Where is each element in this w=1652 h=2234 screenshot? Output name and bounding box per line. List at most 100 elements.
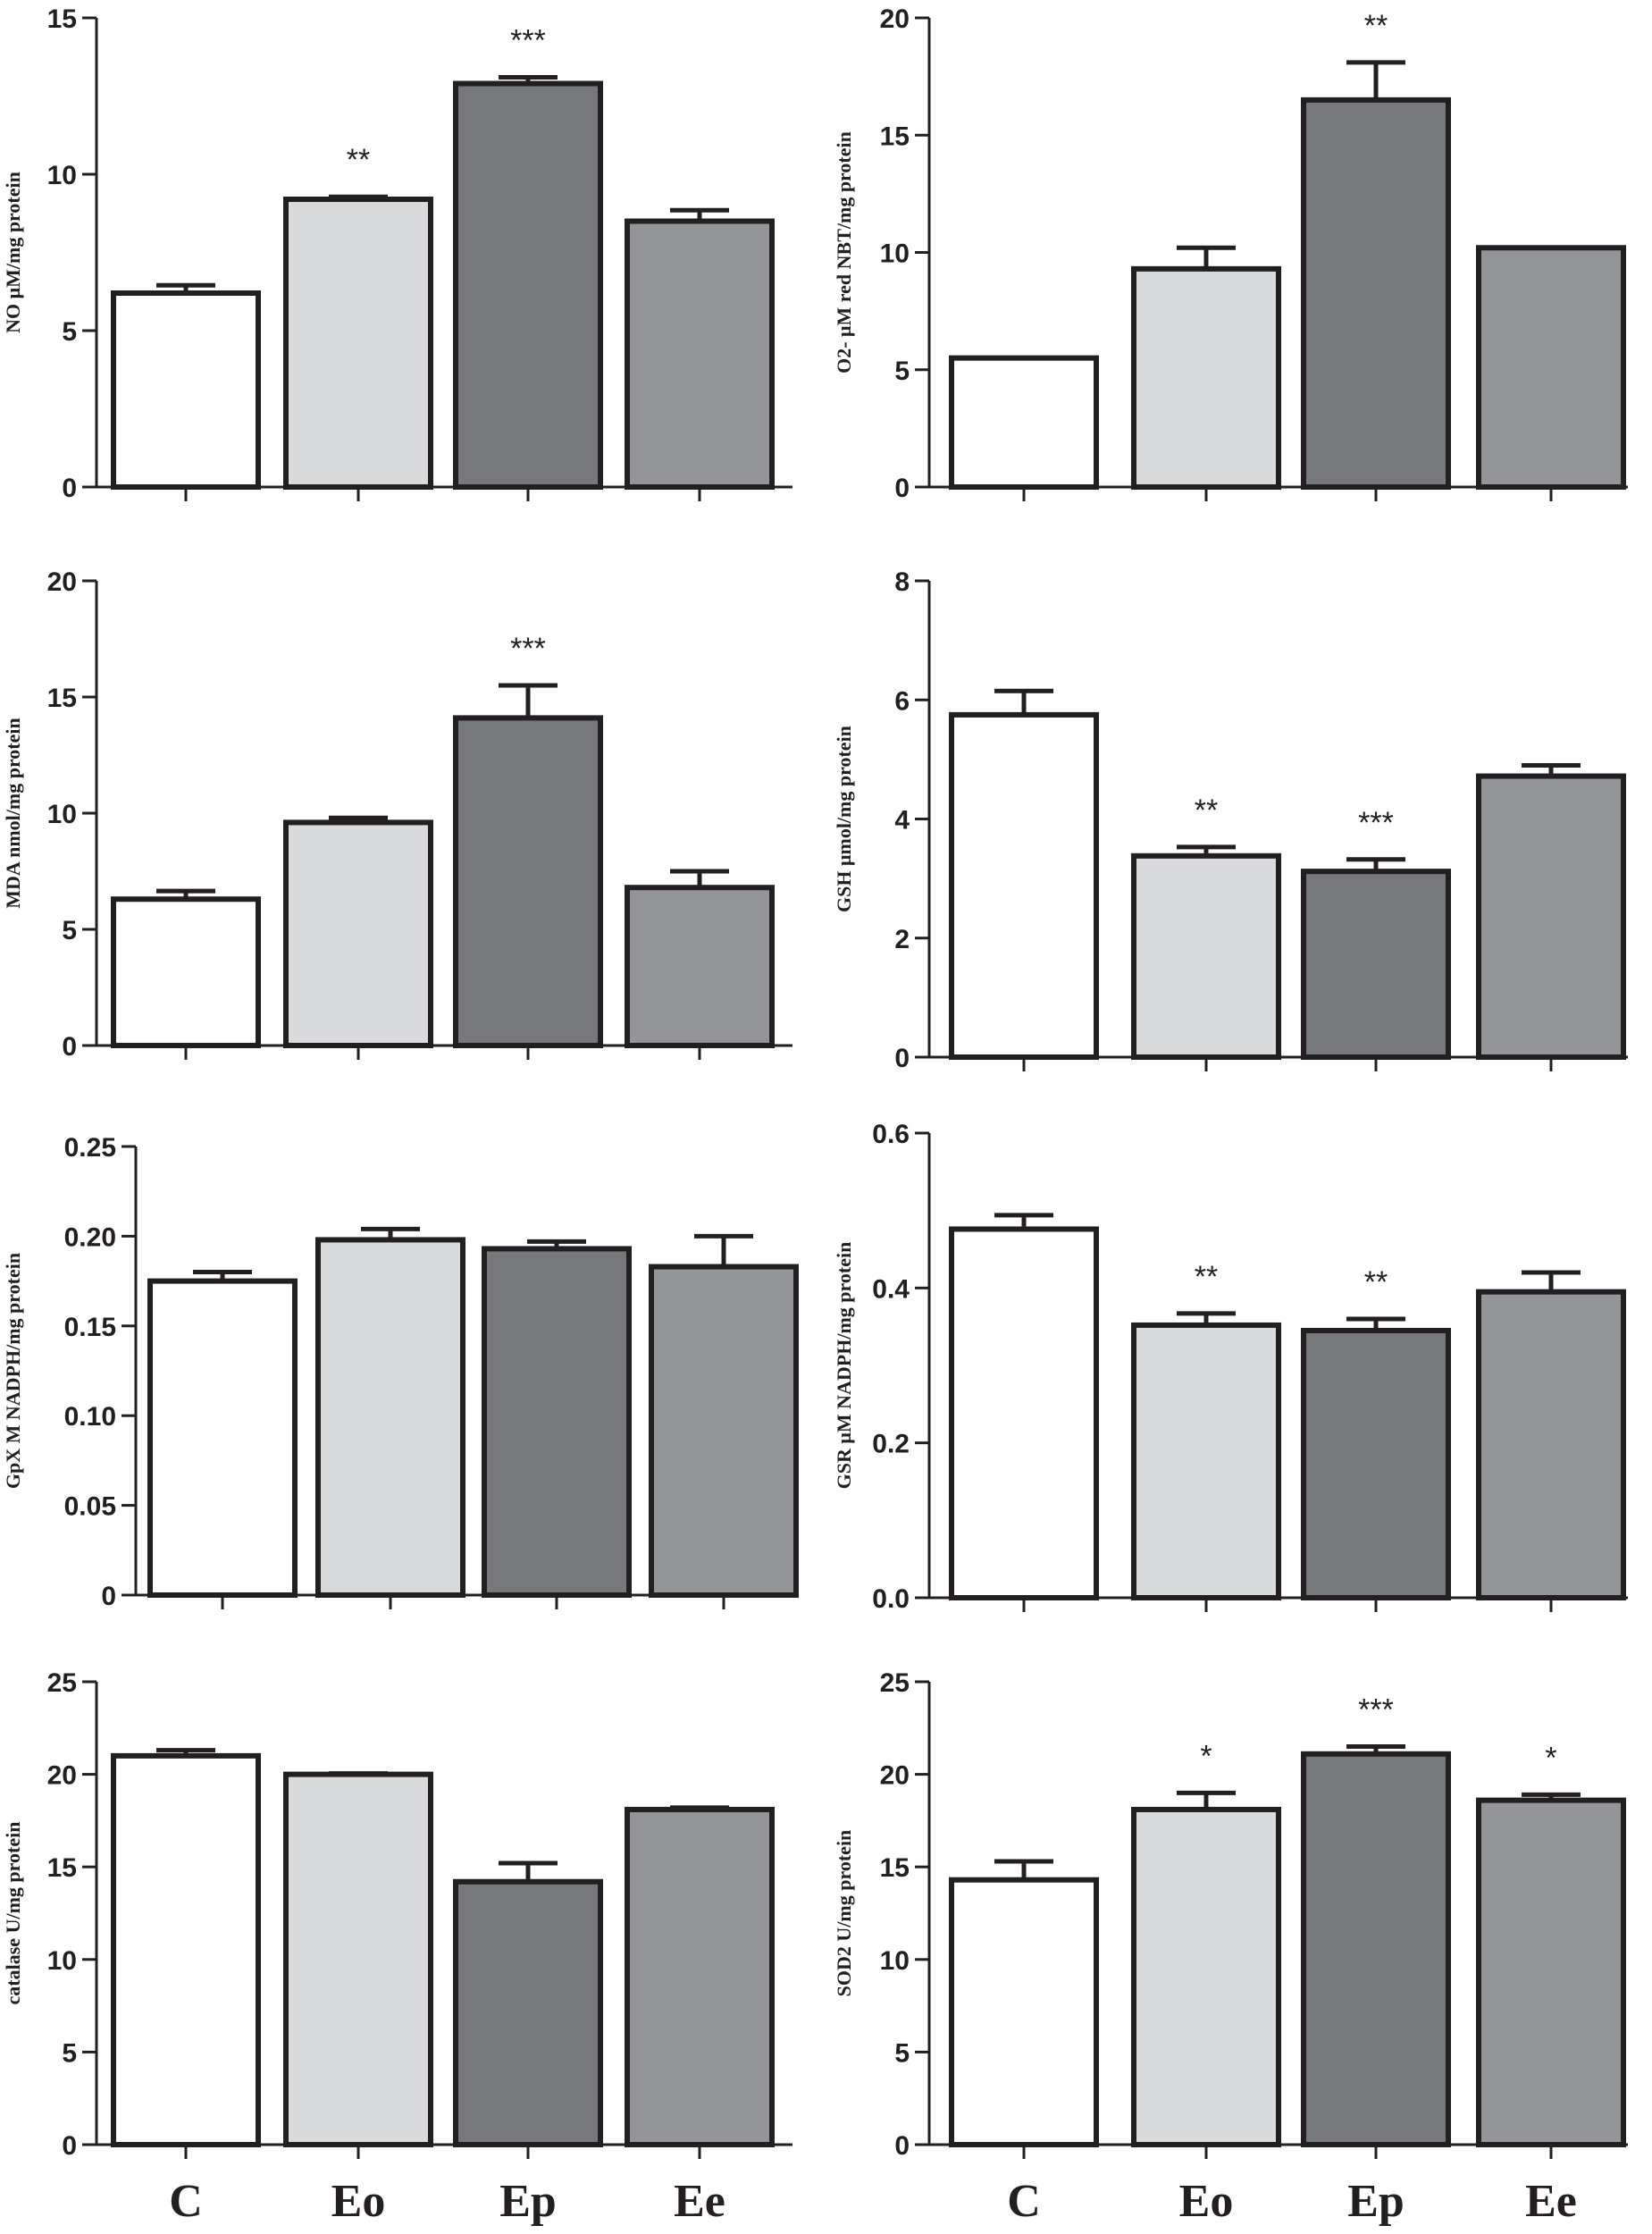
x-category-label-ee: Ee	[674, 2176, 725, 2227]
significance-marker: **	[1364, 1265, 1388, 1299]
y-tick-label: 5	[62, 2038, 77, 2068]
bar-c	[111, 290, 261, 490]
y-tick-label: 0	[894, 1044, 910, 1073]
bar-ep	[1301, 1751, 1451, 2147]
bar-ep	[453, 715, 603, 1049]
bar-ep	[1301, 97, 1451, 490]
y-tick-label: 0.4	[872, 1274, 910, 1304]
y-axis-label: SOD2 U/mg protein	[833, 1830, 855, 1997]
bar-eo	[283, 1771, 433, 2147]
y-tick-label: 10	[47, 800, 77, 829]
bar-c	[949, 355, 1099, 490]
significance-marker: *	[1545, 1741, 1556, 1775]
bar-ep	[1301, 869, 1451, 1060]
bar-ep	[482, 1246, 632, 1599]
bar-c	[949, 1226, 1099, 1600]
bar-c	[147, 1278, 298, 1598]
bar-ee	[1476, 773, 1626, 1061]
y-tick-label: 0.10	[64, 1402, 116, 1432]
bar-eo	[283, 197, 433, 490]
significance-marker: **	[1195, 1260, 1218, 1294]
y-axis-label: GSH μmol/mg protein	[833, 726, 855, 912]
y-tick-label: 5	[62, 317, 77, 347]
bar-eo	[283, 819, 433, 1049]
y-tick-label: 10	[880, 1946, 910, 1976]
bar-ee	[649, 1264, 799, 1598]
y-tick-label: 0.2	[872, 1430, 910, 1459]
y-axis-label: NO μM/mg protein	[2, 172, 24, 333]
y-tick-label: 0.20	[64, 1222, 116, 1252]
y-tick-label: 20	[880, 4, 910, 34]
x-category-label-ep: Ep	[1347, 2176, 1405, 2227]
y-tick-label: 0.6	[872, 1120, 910, 1149]
y-tick-label: 10	[47, 161, 77, 190]
y-tick-label: 0.05	[64, 1492, 116, 1522]
y-tick-label: 5	[894, 357, 910, 386]
y-axis-label: GpX M NADPH/mg protein	[2, 1253, 24, 1489]
bar-eo	[1131, 1806, 1281, 2148]
significance-marker: **	[1364, 9, 1388, 43]
y-tick-label: 15	[880, 122, 910, 151]
bar-eo	[1131, 1322, 1281, 1601]
y-tick-label: 0.0	[872, 1584, 910, 1614]
bar-c	[949, 1877, 1099, 2148]
y-tick-label: 0	[894, 2131, 910, 2161]
y-tick-label: 15	[47, 4, 77, 34]
y-tick-label: 6	[894, 686, 910, 716]
bar-eo	[1131, 852, 1281, 1060]
y-tick-label: 20	[47, 1761, 77, 1791]
y-tick-label: 0	[101, 1582, 116, 1611]
bar-ee	[625, 885, 775, 1049]
y-tick-label: 20	[880, 1761, 910, 1791]
bar-ee	[1476, 245, 1626, 490]
significance-marker: **	[347, 143, 370, 177]
bar-ep	[1301, 1328, 1451, 1600]
bar-c	[949, 711, 1099, 1060]
x-category-label-ep: Ep	[499, 2176, 557, 2227]
significance-marker: ***	[510, 632, 546, 666]
y-tick-label: 5	[62, 916, 77, 945]
y-tick-label: 0.15	[64, 1313, 116, 1342]
x-category-label-c: C	[1007, 2176, 1041, 2227]
y-tick-label: 2	[894, 925, 910, 954]
y-tick-label: 0	[62, 2131, 77, 2161]
significance-marker: ***	[510, 24, 546, 58]
x-category-label-c: C	[169, 2176, 203, 2227]
bar-eo	[315, 1237, 465, 1599]
y-tick-label: 5	[894, 2038, 910, 2068]
bar-ep	[453, 80, 603, 490]
bar-ee	[625, 218, 775, 490]
bar-eo	[1131, 265, 1281, 490]
bar-ee	[625, 1806, 775, 2148]
y-tick-label: 0	[62, 1032, 77, 1062]
y-axis-label: GSR μM NADPH/mg protein	[833, 1242, 855, 1490]
bar-c	[111, 1752, 261, 2147]
y-axis-label: MDA nmol/mg protein	[2, 718, 24, 908]
y-tick-label: 8	[894, 567, 910, 597]
y-tick-label: 0.25	[64, 1133, 116, 1163]
bar-ee	[1476, 1797, 1626, 2148]
y-tick-label: 20	[47, 567, 77, 597]
x-category-label-ee: Ee	[1525, 2176, 1577, 2227]
y-tick-label: 0	[62, 474, 77, 503]
significance-marker: ***	[1358, 806, 1394, 840]
y-tick-label: 10	[880, 239, 910, 269]
bar-ee	[1476, 1289, 1626, 1600]
y-tick-label: 0	[894, 474, 910, 503]
y-tick-label: 4	[894, 806, 910, 836]
y-tick-label: 25	[47, 1668, 77, 1698]
y-axis-label: catalase U/mg protein	[2, 1822, 24, 2005]
y-tick-label: 15	[880, 1853, 910, 1883]
significance-marker: ***	[1358, 1693, 1394, 1727]
x-category-label-eo: Eo	[331, 2176, 386, 2227]
bar-c	[111, 896, 261, 1049]
y-tick-label: 15	[47, 684, 77, 713]
x-category-label-eo: Eo	[1179, 2176, 1234, 2227]
y-tick-label: 10	[47, 1946, 77, 1976]
significance-marker: **	[1195, 794, 1218, 827]
y-tick-label: 15	[47, 1853, 77, 1883]
significance-marker: *	[1200, 1739, 1212, 1773]
y-axis-label: O2- μM red NBT/mg protein	[833, 131, 855, 374]
